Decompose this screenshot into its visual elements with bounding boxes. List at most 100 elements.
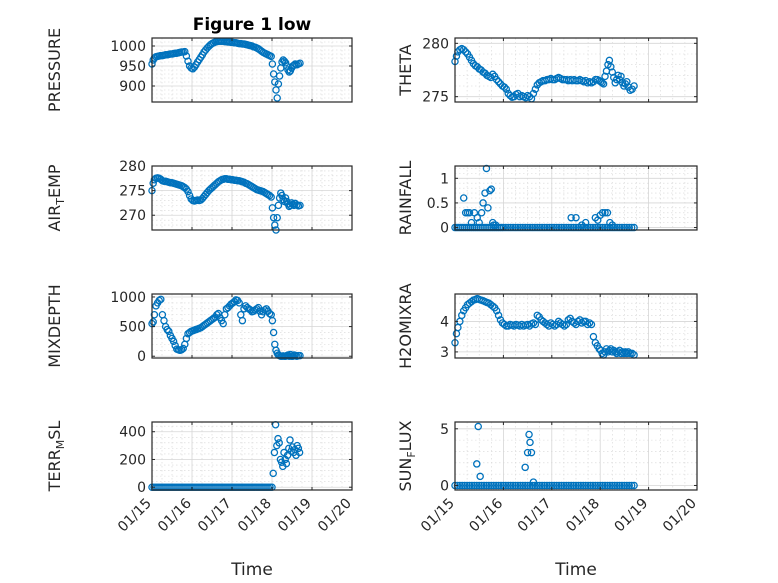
data-point (628, 349, 636, 358)
data-point (480, 481, 488, 490)
data-point (271, 78, 279, 86)
data-point (502, 85, 511, 93)
data-point (475, 481, 483, 490)
y-tick-label: 270 (119, 208, 146, 224)
data-point (479, 199, 487, 207)
data-point (184, 187, 192, 196)
y-tick-label: 0 (137, 349, 146, 365)
x-tick-label: 01/15 (418, 496, 458, 536)
data-point (286, 436, 294, 444)
data-point (543, 481, 551, 490)
subplot-pressure: 1000 950 900 PRESSURE Figure 1 low (45, 15, 353, 112)
data-point (268, 60, 277, 68)
data-point (295, 448, 304, 457)
y-tick-label: 500 (119, 320, 146, 336)
data-point (550, 481, 558, 490)
x-tick-label: 01/20 (315, 496, 355, 536)
data-point (475, 218, 483, 227)
data-point (509, 481, 517, 490)
y-tick-label: 0.5 (427, 196, 449, 212)
data-point (567, 223, 575, 232)
data-point (594, 481, 602, 490)
data-point (489, 70, 497, 79)
y-axis-label: RAINFALL (396, 161, 415, 236)
data-point (540, 481, 549, 490)
data-point (296, 59, 304, 67)
subplot-terr_msl: 400 200 001/15 01/16 01/17 01/18 01/19 01/20 TER… (45, 421, 355, 580)
data-point (511, 481, 520, 490)
data-point (497, 481, 505, 490)
data-point (533, 311, 542, 320)
data-point (594, 223, 602, 232)
data-point (494, 481, 503, 490)
data-point (630, 223, 638, 232)
data-point (465, 481, 474, 490)
data-point (560, 322, 569, 330)
data-point (623, 223, 631, 232)
data-point (601, 223, 609, 232)
x-tick-label: 01/18 (235, 496, 275, 536)
data-point (613, 481, 621, 490)
data-point (599, 80, 608, 88)
data-point (564, 481, 573, 490)
data-point (523, 223, 532, 232)
data-point (577, 481, 585, 490)
data-point (453, 481, 462, 490)
data-point (598, 481, 607, 490)
data-point (504, 223, 512, 232)
data-point (486, 186, 494, 195)
data-point (514, 223, 522, 232)
data-point (519, 223, 527, 232)
data-point (627, 481, 636, 490)
data-point (583, 320, 592, 329)
data-point (499, 223, 508, 232)
y-tick-label: 280 (119, 159, 146, 175)
data-point (492, 307, 501, 315)
y-tick-label: 200 (119, 452, 146, 468)
data-point (516, 481, 525, 490)
data-point (562, 320, 571, 329)
y-axis-label: TERRMSL (45, 421, 67, 493)
axes-frame (454, 37, 698, 103)
y-tick-label: 3 (440, 345, 449, 361)
data-point (620, 481, 629, 490)
data-point (467, 297, 476, 306)
axes-frame (454, 165, 698, 231)
x-tick-label: 01/16 (155, 495, 195, 535)
data-point (157, 295, 165, 304)
data-point (615, 223, 624, 232)
x-tick-label: 01/19 (612, 496, 652, 536)
data-point (620, 223, 629, 232)
data-point (596, 223, 604, 232)
data-point (601, 481, 609, 490)
data-point (624, 348, 633, 356)
data-point (543, 223, 551, 232)
data-point (521, 463, 529, 472)
data-point (558, 320, 567, 329)
data-point (283, 451, 292, 460)
data-point (219, 319, 227, 328)
x-tick-label: 01/17 (515, 496, 555, 536)
data-point (272, 86, 280, 94)
data-point (177, 345, 186, 354)
data-point (555, 481, 563, 490)
data-point (560, 223, 568, 232)
data-point (603, 481, 612, 490)
data-point (149, 318, 157, 326)
data-point (523, 481, 532, 490)
data-point (463, 481, 471, 490)
data-point (165, 327, 173, 336)
data-point (269, 213, 278, 222)
y-tick-label: 950 (119, 59, 146, 75)
data-point (540, 223, 549, 232)
data-point (271, 221, 279, 229)
data-point (526, 438, 534, 447)
data-point (269, 70, 278, 78)
data-point (562, 481, 571, 490)
data-point (531, 223, 539, 232)
data-point (529, 478, 538, 486)
data-point (470, 481, 479, 490)
data-point (589, 332, 598, 341)
data-point (267, 193, 275, 201)
axes-frame (151, 293, 353, 359)
